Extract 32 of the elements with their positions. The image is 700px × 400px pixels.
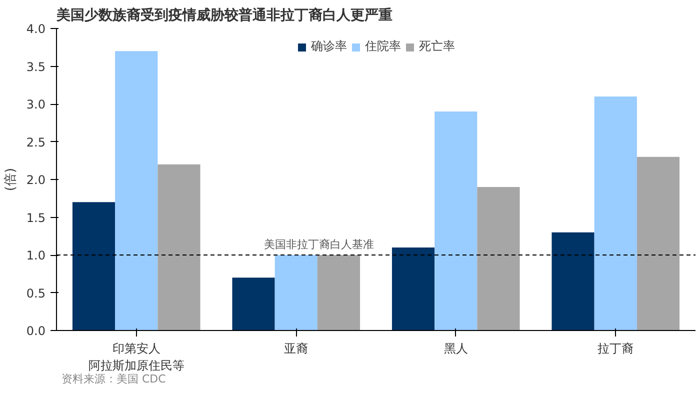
ref-line-label: 美国非拉丁裔白人基准	[264, 238, 374, 251]
bar	[158, 164, 200, 330]
bar	[392, 247, 435, 330]
bar	[115, 51, 158, 330]
x-tick-label: 黑人	[444, 342, 468, 356]
legend-label: 确诊率	[311, 38, 347, 55]
y-tick-label: 1.0	[26, 248, 46, 262]
bar	[552, 232, 594, 330]
y-tick-label: 3.5	[26, 60, 46, 74]
bar	[434, 112, 478, 330]
y-tick-label: 0.0	[26, 324, 46, 338]
bar	[477, 187, 520, 330]
y-tick-label: 3.0	[26, 98, 46, 112]
y-tick-label: 0.5	[26, 286, 46, 300]
y-tick-label: 1.5	[26, 210, 46, 225]
y-tick-label: 2.0	[26, 173, 46, 187]
y-axis-title: (倍)	[3, 168, 18, 192]
x-tick-label: 亚裔	[284, 342, 308, 356]
y-tick-label: 4.0	[26, 22, 46, 36]
bar	[317, 255, 360, 330]
legend-label: 死亡率	[419, 38, 455, 55]
bar	[232, 278, 275, 330]
x-tick-label: 拉丁裔	[598, 342, 634, 356]
chart-title: 美国少数族裔受到疫情威胁较普通非拉丁裔白人更严重	[56, 6, 392, 24]
legend-label: 住院率	[365, 38, 401, 55]
y-tick-label: 2.5	[26, 135, 46, 150]
text: 资料来源：美国 CDC	[62, 372, 166, 386]
bar	[274, 255, 318, 330]
bar	[72, 202, 116, 330]
bar	[636, 156, 680, 330]
bar	[594, 96, 637, 330]
x-tick-label: 印第安人阿拉斯加原住民等	[88, 342, 184, 372]
